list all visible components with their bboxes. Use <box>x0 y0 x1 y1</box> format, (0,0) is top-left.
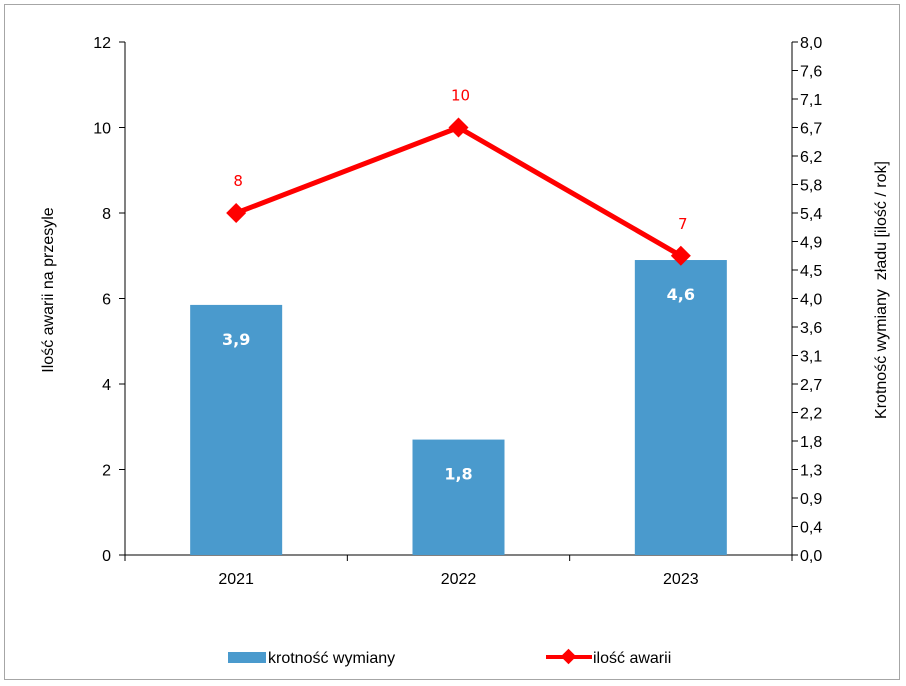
right-axis-title: Krotność wymiany zładu [ilość / rok] <box>873 161 890 419</box>
bar <box>190 304 283 555</box>
bar-value-label: 4,6 <box>667 285 695 304</box>
right-tick-label: 5,8 <box>800 178 822 195</box>
left-tick-label: 4 <box>102 377 111 394</box>
right-tick-label: 1,3 <box>800 463 822 480</box>
right-tick-label: 5,4 <box>800 206 822 223</box>
bars-group: 3,9 1,8 4,6 <box>190 260 727 555</box>
right-tick-label: 2,2 <box>800 406 822 423</box>
line-value-label: 7 <box>678 215 688 233</box>
bar-value-label: 1,8 <box>444 465 472 484</box>
line-value-label: 8 <box>233 172 243 190</box>
legend-bar-label: krotność wymiany <box>268 650 395 667</box>
right-tick-label: 0,9 <box>800 491 822 508</box>
line-value-label: 10 <box>451 87 470 105</box>
right-tick-label: 4,5 <box>800 263 822 280</box>
right-tick-label: 4,9 <box>800 235 822 252</box>
legend-line-label: ilość awarii <box>593 650 671 667</box>
line-path <box>235 125 683 258</box>
left-tick-label: 2 <box>102 463 111 480</box>
right-tick-label: 3,6 <box>800 320 822 337</box>
x-tick-label: 2021 <box>218 571 254 588</box>
left-tick-label: 0 <box>102 548 111 565</box>
left-axis-title: Ilość awarii na przesyle <box>40 207 57 373</box>
right-tick-label: 8,0 <box>800 35 822 52</box>
right-tick-group: 0,0 0,4 0,9 1,3 1,8 2,2 2,7 3,1 3,6 4,0 4,5 4,9 5,4 5… <box>792 35 822 565</box>
chart-frame <box>4 4 900 680</box>
x-tick-label: 2022 <box>441 571 477 588</box>
left-tick-label: 8 <box>102 206 111 223</box>
right-tick-label: 3,1 <box>800 349 822 366</box>
bar <box>634 260 727 555</box>
line-point <box>670 245 691 266</box>
left-tick-label: 12 <box>93 35 111 52</box>
legend-bar-swatch <box>228 652 266 663</box>
right-tick-label: 0,4 <box>800 520 822 537</box>
right-tick-label: 0,0 <box>800 548 822 565</box>
legend: krotność wymiany ilość awarii <box>228 648 671 667</box>
legend-line-marker <box>560 648 577 665</box>
right-tick-label: 7,1 <box>800 92 822 109</box>
bar-value-label: 3,9 <box>222 330 250 349</box>
bar <box>412 439 505 555</box>
right-tick-label: 6,2 <box>800 149 822 166</box>
right-tick-label: 2,7 <box>800 377 822 394</box>
left-tick-group: 0 2 4 6 8 10 12 <box>93 35 125 565</box>
line-point <box>226 203 247 223</box>
line-series-group: 8 10 7 <box>226 87 691 266</box>
right-tick-label: 7,6 <box>800 64 822 81</box>
right-tick-label: 6,7 <box>800 121 822 138</box>
right-tick-label: 1,8 <box>800 434 822 451</box>
x-tick-label: 2023 <box>663 571 699 588</box>
line-point <box>448 117 469 138</box>
left-tick-label: 6 <box>102 292 111 309</box>
right-tick-label: 4,0 <box>800 292 822 309</box>
left-tick-label: 10 <box>93 121 111 138</box>
x-tick-group: 2021 2022 2023 <box>124 555 793 588</box>
